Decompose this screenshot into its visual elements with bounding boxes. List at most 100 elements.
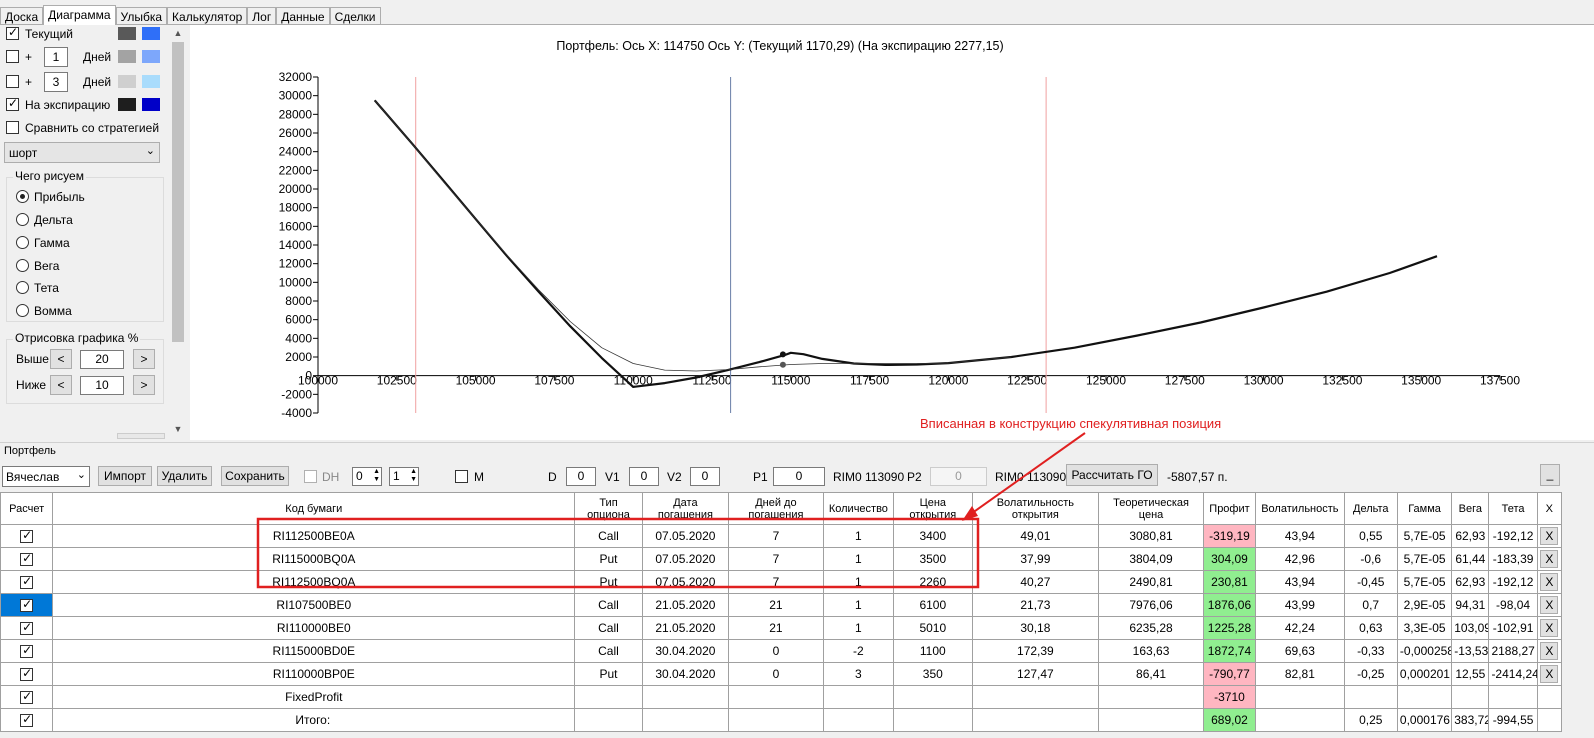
calc-checkbox[interactable] bbox=[20, 551, 34, 567]
expiry-black-swatch[interactable] bbox=[118, 98, 136, 111]
scroll-down-icon[interactable]: ▼ bbox=[173, 424, 183, 434]
remove-row-button[interactable]: X bbox=[1540, 550, 1559, 568]
table-row[interactable]: RI112500BQ0APut07.05.202071226040,272490… bbox=[0, 570, 1563, 594]
below-decrease-button[interactable]: < bbox=[50, 375, 72, 395]
calc-checkbox-cell[interactable] bbox=[0, 547, 54, 571]
column-header[interactable]: Теоретическая цена bbox=[1098, 492, 1204, 525]
radio-vega[interactable] bbox=[16, 259, 29, 272]
compare-strategy-checkbox[interactable] bbox=[6, 121, 19, 134]
calc-checkbox[interactable] bbox=[20, 643, 34, 659]
user-select[interactable]: Вячеслав ⌄ bbox=[2, 466, 90, 487]
dh-stepper-1[interactable]: 0 ▲ ▼ bbox=[352, 467, 382, 486]
remove-row-button[interactable]: X bbox=[1540, 527, 1559, 545]
table-row[interactable]: RI115000BD0ECall30.04.20200-21100172,391… bbox=[0, 639, 1563, 663]
expiry-checkbox[interactable] bbox=[6, 96, 19, 111]
column-header[interactable]: Дата погашения bbox=[641, 492, 730, 525]
table-row[interactable]: FixedProfit -3710 bbox=[0, 685, 1563, 709]
remove-row-button[interactable]: X bbox=[1540, 642, 1559, 660]
column-header[interactable]: Код бумаги bbox=[52, 492, 576, 525]
calc-checkbox[interactable] bbox=[20, 620, 34, 636]
tab-board[interactable]: Доска bbox=[0, 7, 44, 25]
column-header[interactable]: Цена открытия bbox=[893, 492, 973, 525]
calc-go-button[interactable]: Рассчитать ГО bbox=[1066, 464, 1158, 486]
import-button[interactable]: Импорт bbox=[98, 466, 152, 486]
column-header[interactable]: Дней до погашения bbox=[728, 492, 824, 525]
remove-row-button[interactable]: X bbox=[1540, 596, 1559, 614]
d-input[interactable]: 0 bbox=[566, 467, 596, 486]
tab-diagram[interactable]: Диаграмма bbox=[43, 5, 116, 25]
spin-icon[interactable]: ▲ ▼ bbox=[373, 468, 380, 483]
spin-icon[interactable]: ▲ ▼ bbox=[410, 468, 417, 483]
column-header[interactable]: Профит bbox=[1202, 492, 1257, 525]
plus1-gray-swatch[interactable] bbox=[118, 50, 136, 63]
remove-row-button[interactable]: X bbox=[1540, 573, 1559, 591]
column-header[interactable]: Дельта bbox=[1343, 492, 1398, 525]
calc-checkbox-cell[interactable] bbox=[0, 708, 54, 732]
calc-checkbox-cell[interactable] bbox=[0, 524, 54, 548]
calc-checkbox[interactable] bbox=[20, 597, 34, 613]
expiry-blue-swatch[interactable] bbox=[142, 98, 160, 111]
tab-calculator[interactable]: Калькулятор bbox=[167, 7, 248, 25]
calc-checkbox[interactable] bbox=[20, 574, 34, 590]
dh-stepper-2[interactable]: 1 ▲ ▼ bbox=[389, 467, 419, 486]
tab-deals[interactable]: Сделки bbox=[329, 7, 381, 25]
plus1-days-input[interactable]: 1 bbox=[44, 47, 68, 67]
table-row[interactable]: RI107500BE0Call21.05.2020211610021,73797… bbox=[0, 593, 1563, 617]
calc-checkbox-cell[interactable] bbox=[0, 593, 54, 617]
current-blue-swatch[interactable] bbox=[142, 27, 160, 40]
current-checkbox[interactable] bbox=[6, 25, 19, 40]
calc-checkbox[interactable] bbox=[20, 712, 34, 728]
calc-checkbox[interactable] bbox=[20, 528, 34, 544]
column-header[interactable]: Расчет bbox=[0, 492, 54, 525]
plus3-blue-swatch[interactable] bbox=[142, 75, 160, 88]
plus3-checkbox[interactable] bbox=[6, 75, 19, 88]
plus1-blue-swatch[interactable] bbox=[142, 50, 160, 63]
table-row[interactable]: RI110000BE0Call21.05.2020211501030,18623… bbox=[0, 616, 1563, 640]
calc-checkbox-cell[interactable] bbox=[0, 639, 54, 663]
plus3-gray-swatch[interactable] bbox=[118, 75, 136, 88]
above-input[interactable]: 20 bbox=[80, 350, 124, 369]
calc-checkbox-cell[interactable] bbox=[0, 570, 54, 594]
column-header[interactable]: X bbox=[1536, 492, 1563, 525]
column-header[interactable]: Волатильность bbox=[1255, 492, 1345, 525]
radio-delta[interactable] bbox=[16, 213, 29, 226]
table-row[interactable]: RI110000BP0EPut30.04.202003350127,4786,4… bbox=[0, 662, 1563, 686]
radio-theta[interactable] bbox=[16, 281, 29, 294]
left-scrollbar[interactable]: ▲ ▼ bbox=[171, 25, 185, 437]
radio-profit[interactable] bbox=[16, 190, 29, 203]
column-header[interactable]: Вега bbox=[1451, 492, 1490, 525]
remove-row-button[interactable]: X bbox=[1540, 619, 1559, 637]
current-gray-swatch[interactable] bbox=[118, 27, 136, 40]
tab-data[interactable]: Данные bbox=[276, 7, 330, 25]
v1-input[interactable]: 0 bbox=[629, 467, 659, 486]
column-header[interactable]: Количество bbox=[822, 492, 895, 525]
dh-checkbox[interactable] bbox=[304, 470, 317, 483]
radio-vomma[interactable] bbox=[16, 304, 29, 317]
tab-smile[interactable]: Улыбка bbox=[115, 7, 168, 25]
column-header[interactable]: Тип опциона bbox=[574, 492, 643, 525]
calc-checkbox-cell[interactable] bbox=[0, 662, 54, 686]
p1-input[interactable]: 0 bbox=[773, 467, 825, 486]
strategy-select[interactable]: шорт ⌄ bbox=[4, 142, 160, 163]
plus1-checkbox[interactable] bbox=[6, 50, 19, 63]
tab-log[interactable]: Лог bbox=[247, 7, 277, 25]
above-increase-button[interactable]: > bbox=[133, 349, 155, 369]
radio-gamma[interactable] bbox=[16, 236, 29, 249]
scroll-thumb[interactable] bbox=[172, 42, 184, 342]
calc-checkbox-cell[interactable] bbox=[0, 685, 54, 709]
remove-row-button[interactable]: X bbox=[1540, 665, 1559, 683]
above-decrease-button[interactable]: < bbox=[50, 349, 72, 369]
column-header[interactable]: Гамма bbox=[1396, 492, 1453, 525]
scroll-up-icon[interactable]: ▲ bbox=[173, 28, 183, 38]
calc-checkbox[interactable] bbox=[20, 666, 34, 682]
table-row[interactable]: RI115000BQ0APut07.05.202071350037,993804… bbox=[0, 547, 1563, 571]
v2-input[interactable]: 0 bbox=[690, 467, 720, 486]
below-input[interactable]: 10 bbox=[80, 376, 124, 395]
minimize-button[interactable]: _ bbox=[1540, 464, 1560, 486]
below-increase-button[interactable]: > bbox=[133, 375, 155, 395]
m-checkbox[interactable] bbox=[455, 470, 468, 483]
delete-button[interactable]: Удалить bbox=[157, 466, 212, 486]
plus3-days-input[interactable]: 3 bbox=[44, 72, 68, 92]
p2-input[interactable]: 0 bbox=[930, 467, 987, 486]
